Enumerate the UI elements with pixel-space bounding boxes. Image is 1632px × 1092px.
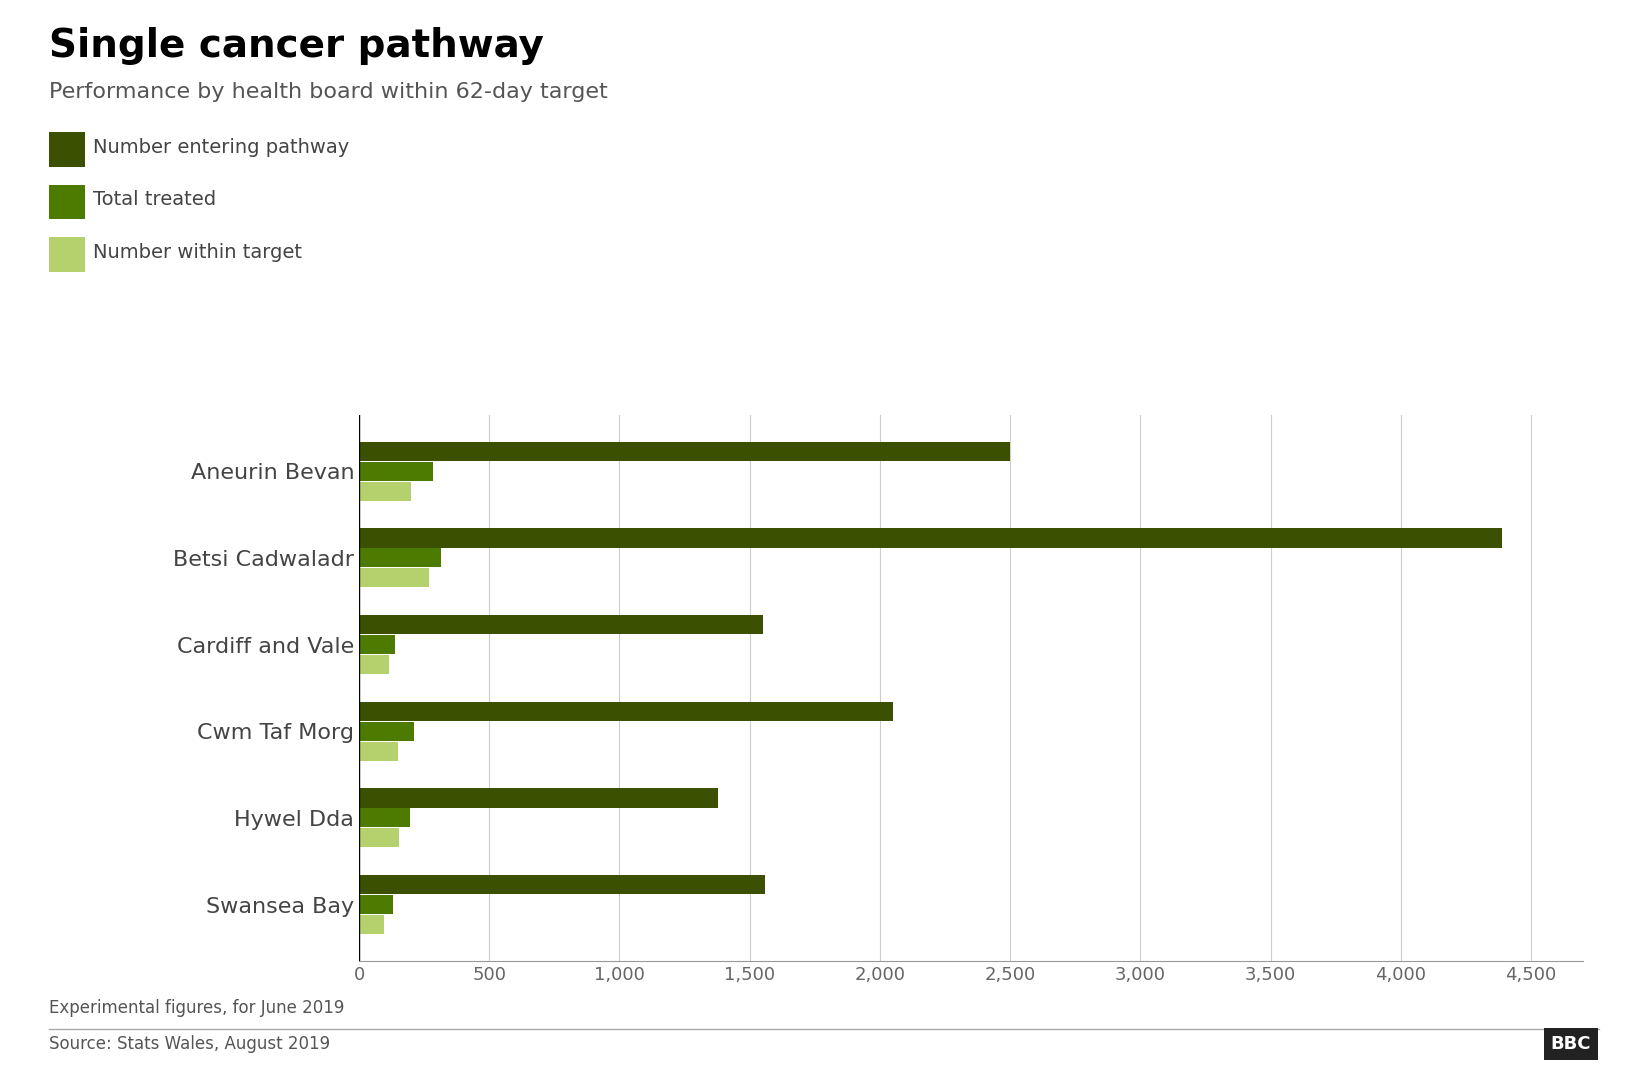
Bar [359,875,765,894]
Text: Single cancer pathway: Single cancer pathway [49,27,543,66]
Text: Total treated: Total treated [93,190,215,210]
Bar [359,722,415,740]
Bar [359,482,411,501]
Bar [359,808,410,828]
Bar [359,548,441,568]
Bar [359,741,398,761]
Bar [359,895,393,914]
Text: Performance by health board within 62-day target: Performance by health board within 62-da… [49,82,607,102]
Text: BBC: BBC [1550,1035,1591,1053]
Bar [359,829,400,847]
Bar [359,568,429,587]
Bar [359,915,384,934]
Text: Number within target: Number within target [93,242,302,262]
Bar [359,529,1503,547]
Text: Experimental figures, for June 2019: Experimental figures, for June 2019 [49,999,344,1017]
Bar [359,788,718,808]
Bar [359,442,1010,461]
Bar [359,615,762,634]
Bar [359,636,395,654]
Bar [359,462,432,480]
Bar [359,655,388,674]
Text: Number entering pathway: Number entering pathway [93,138,349,157]
Bar [359,702,893,721]
Text: Source: Stats Wales, August 2019: Source: Stats Wales, August 2019 [49,1035,330,1053]
